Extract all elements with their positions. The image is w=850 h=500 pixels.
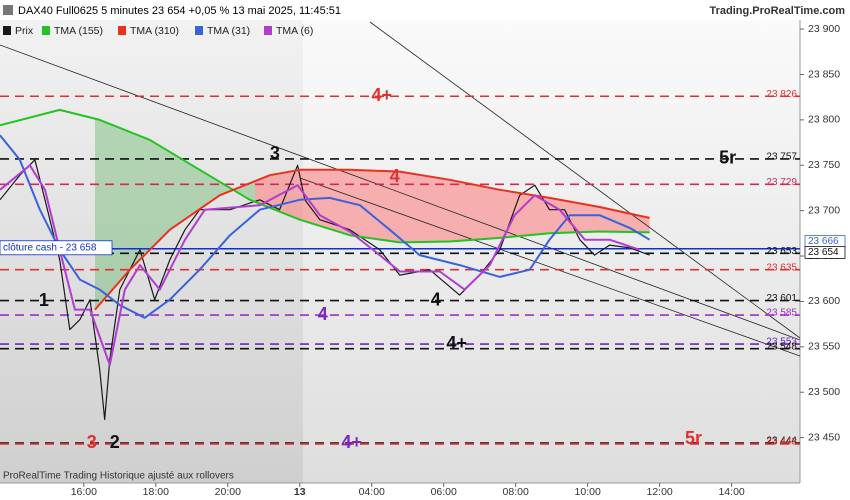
y-tick-label: 23 550	[808, 341, 840, 353]
trend-line	[0, 44, 800, 341]
legend-label: TMA (31)	[207, 25, 250, 37]
level-label: 23 585	[766, 308, 797, 319]
annotation: 4	[390, 166, 400, 186]
level-label: 23 729	[766, 177, 797, 188]
series-line	[94, 168, 650, 311]
y-tick-label: 23 800	[808, 114, 840, 126]
x-tick-label: 08:00	[503, 486, 529, 498]
level-label: 23 826	[766, 89, 797, 100]
y-tick-label: 23 600	[808, 295, 840, 307]
annotation: 3	[87, 432, 97, 452]
y-tick-label: 23 750	[808, 159, 840, 171]
level-label: 23 548	[766, 341, 797, 352]
area-fill	[95, 118, 255, 310]
price-tag-label: 23 654	[808, 247, 839, 258]
x-tick-label: 04:00	[359, 486, 385, 498]
annotation: 4+	[446, 333, 467, 353]
price-tag-label: 23 666	[808, 236, 839, 247]
x-tick-label: 12:00	[647, 486, 673, 498]
level-label: 23 653	[766, 246, 797, 257]
x-tick-label: 14:00	[718, 486, 744, 498]
area-fill	[255, 169, 650, 243]
legend-swatch	[118, 26, 126, 35]
series-line	[0, 108, 650, 244]
y-tick-label: 23 700	[808, 204, 840, 216]
legend: Prix TMA (155) TMA (310) TMA (31) TMA (6)	[3, 25, 313, 37]
annotation: 4	[318, 304, 328, 324]
annotation: 5r	[719, 148, 736, 168]
level-label: 23 443	[766, 437, 797, 448]
x-tick-label: 13	[294, 486, 306, 498]
icon	[3, 5, 13, 15]
price-tag	[804, 246, 846, 259]
fills	[95, 118, 650, 310]
x-tick-label: 20:00	[215, 486, 241, 498]
legend-swatch	[195, 26, 203, 35]
y-tick-label: 23 850	[808, 68, 840, 80]
annotation: 4+	[372, 85, 393, 105]
close-label-box	[0, 240, 113, 256]
y-tick-label: 23 500	[808, 386, 840, 398]
legend-label: Prix	[15, 25, 34, 37]
annotation: 4	[431, 289, 441, 309]
level-label: 23 635	[766, 262, 797, 273]
header-bar	[0, 0, 850, 20]
x-tick-label: 16:00	[71, 486, 97, 498]
annotation: 5r	[685, 428, 702, 448]
legend-label: TMA (6)	[276, 25, 313, 37]
trend-line	[369, 21, 800, 339]
legend-label: TMA (155)	[54, 25, 103, 37]
legend-swatch	[3, 26, 11, 35]
legend-label: TMA (310)	[130, 25, 179, 37]
plot-area	[0, 21, 800, 445]
annotation: 3	[270, 143, 280, 163]
x-tick-label: 10:00	[575, 486, 601, 498]
x-tick-label: 06:00	[431, 486, 457, 498]
level-label: 23 444	[766, 436, 797, 447]
source: Trading.ProRealTime.com	[709, 5, 845, 17]
y-tick-label: 23 450	[808, 431, 840, 443]
level-label: 23 553	[766, 337, 797, 348]
y-tick-label: 23 900	[808, 23, 840, 35]
series-line	[0, 134, 651, 319]
legend-swatch	[264, 26, 272, 35]
level-label: 23 757	[766, 152, 797, 163]
close-label: clôture cash - 23 658	[3, 242, 97, 253]
footer: ProRealTime Trading Historique ajusté au…	[3, 471, 234, 482]
annotation: 1	[39, 290, 49, 310]
chart-title: DAX40 Full0625 5 minutes 23 654 +0,05 % …	[18, 5, 341, 17]
annotation: 2	[110, 432, 120, 452]
background-session	[303, 20, 800, 483]
legend-swatch	[42, 26, 50, 35]
x-tick-label: 18:00	[143, 486, 169, 498]
series-line	[0, 164, 640, 366]
annotation: 4+	[341, 432, 362, 452]
level-label: 23 601	[766, 293, 797, 304]
trend-line	[299, 177, 800, 357]
